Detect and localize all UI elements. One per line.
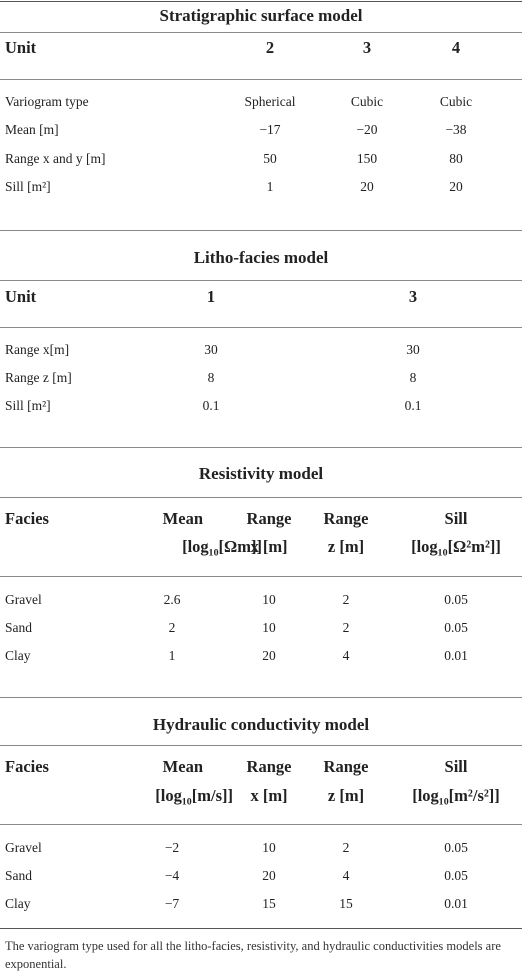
stratigraphic-header-col1: 2 <box>265 38 275 57</box>
row-label: Sill [m²] <box>5 179 51 194</box>
stratigraphic-header-rule <box>0 79 522 80</box>
hydraulic-header-sill-unit: [log₁₀[m²/s²]] <box>412 786 500 805</box>
table-cell: 8 <box>207 370 215 385</box>
table-cell: Cubic <box>350 94 384 109</box>
hydraulic-header-sill: Sill <box>444 757 468 776</box>
table-cell: 0.05 <box>444 592 468 607</box>
table-footnote: The variogram type used for all the lith… <box>5 939 501 971</box>
litho-title-rule <box>0 280 522 281</box>
row-label: Mean [m] <box>5 122 59 137</box>
litho-header-col1: 1 <box>206 287 216 306</box>
table-cell: −2 <box>164 840 180 855</box>
section-rule <box>0 447 522 448</box>
stratigraphic-header-col3: 4 <box>451 38 461 57</box>
row-label: Sill [m²] <box>5 398 51 413</box>
table-cell: 0.05 <box>444 868 468 883</box>
resistivity-header-rule <box>0 576 522 577</box>
table-cell: 20 <box>262 868 276 883</box>
table-cell: 15 <box>339 896 353 911</box>
table-cell: −17 <box>259 122 281 137</box>
table-cell: 150 <box>356 151 378 166</box>
table-cell: Spherical <box>244 94 296 109</box>
litho-header-rule <box>0 327 522 328</box>
resistivity-header-range-z: Range <box>323 509 369 528</box>
hydraulic-header-range-x-unit: x [m] <box>250 786 288 805</box>
table-cell: 0.1 <box>202 398 220 413</box>
table-cell: 2.6 <box>163 592 181 607</box>
table-cell: 1 <box>168 648 176 663</box>
hydraulic-header-mean: Mean <box>162 757 203 776</box>
table-cell: Cubic <box>439 94 473 109</box>
table-cell: 15 <box>262 896 276 911</box>
stratigraphic-header-unit: Unit <box>5 38 37 57</box>
row-label: Clay <box>5 648 31 663</box>
resistivity-header-range-z-unit: z [m] <box>327 537 365 556</box>
bottom-rule <box>0 928 522 929</box>
stratigraphic-title-rule <box>0 32 522 33</box>
section-rule <box>0 230 522 231</box>
table-cell: 10 <box>262 620 276 635</box>
row-label: Gravel <box>5 592 42 607</box>
table-cell: 1 <box>266 179 274 194</box>
table-cell: 0.1 <box>404 398 422 413</box>
hydraulic-header-mean-unit: [log₁₀[m/s]] <box>155 786 233 805</box>
row-label: Clay <box>5 896 31 911</box>
table-cell: 4 <box>342 648 350 663</box>
resistivity-header-range-x-unit: x [m] <box>250 537 288 556</box>
hydraulic-title: Hydraulic conductivity model <box>152 715 370 734</box>
resistivity-title-rule <box>0 497 522 498</box>
table-cell: 2 <box>342 592 350 607</box>
table-cell: 0.05 <box>444 620 468 635</box>
table-cell: 50 <box>263 151 277 166</box>
hydraulic-header-range-z-unit: z [m] <box>327 786 365 805</box>
table-cell: −7 <box>164 896 180 911</box>
hydraulic-header-range-z: Range <box>323 757 369 776</box>
table-cell: 20 <box>449 179 463 194</box>
top-rule <box>0 1 522 2</box>
table-cell: −38 <box>445 122 467 137</box>
row-label: Range x and y [m] <box>5 151 106 166</box>
hydraulic-header-rule <box>0 824 522 825</box>
hydraulic-header-range-x: Range <box>246 757 292 776</box>
stratigraphic-title: Stratigraphic surface model <box>159 6 363 25</box>
row-label: Sand <box>5 868 32 883</box>
resistivity-header-sill-unit: [log₁₀[Ω²m²]] <box>411 537 501 556</box>
resistivity-header-range-x: Range <box>246 509 292 528</box>
stratigraphic-header-col2: 3 <box>362 38 372 57</box>
resistivity-title: Resistivity model <box>198 464 324 483</box>
row-label: Variogram type <box>5 94 89 109</box>
table-cell: 20 <box>360 179 374 194</box>
table-cell: 0.01 <box>444 648 468 663</box>
litho-header-col2: 3 <box>408 287 418 306</box>
resistivity-header-facies: Facies <box>5 509 49 528</box>
table-cell: 0.05 <box>444 840 468 855</box>
table-cell: 80 <box>449 151 463 166</box>
table-cell: 30 <box>204 342 218 357</box>
table-cell: 8 <box>409 370 417 385</box>
section-rule <box>0 697 522 698</box>
litho-header-unit: Unit <box>5 287 37 306</box>
table-cell: −4 <box>164 868 180 883</box>
table-cell: 2 <box>168 620 176 635</box>
table-cell: 20 <box>262 648 276 663</box>
hydraulic-header-facies: Facies <box>5 757 49 776</box>
hydraulic-title-rule <box>0 745 522 746</box>
table-cell: 4 <box>342 868 350 883</box>
table-cell: 2 <box>342 840 350 855</box>
row-label: Gravel <box>5 840 42 855</box>
table-cell: 30 <box>406 342 420 357</box>
table-cell: 0.01 <box>444 896 468 911</box>
row-label: Range x[m] <box>5 342 70 357</box>
table-cell: 10 <box>262 592 276 607</box>
resistivity-header-mean-unit: [log₁₀[Ωm]] <box>182 537 262 556</box>
litho-title: Litho-facies model <box>193 248 329 267</box>
table-cell: 2 <box>342 620 350 635</box>
table-cell: −20 <box>356 122 378 137</box>
row-label: Sand <box>5 620 32 635</box>
row-label: Range z [m] <box>5 370 72 385</box>
resistivity-header-sill: Sill <box>444 509 468 528</box>
resistivity-header-mean: Mean <box>162 509 203 528</box>
table-cell: 10 <box>262 840 276 855</box>
